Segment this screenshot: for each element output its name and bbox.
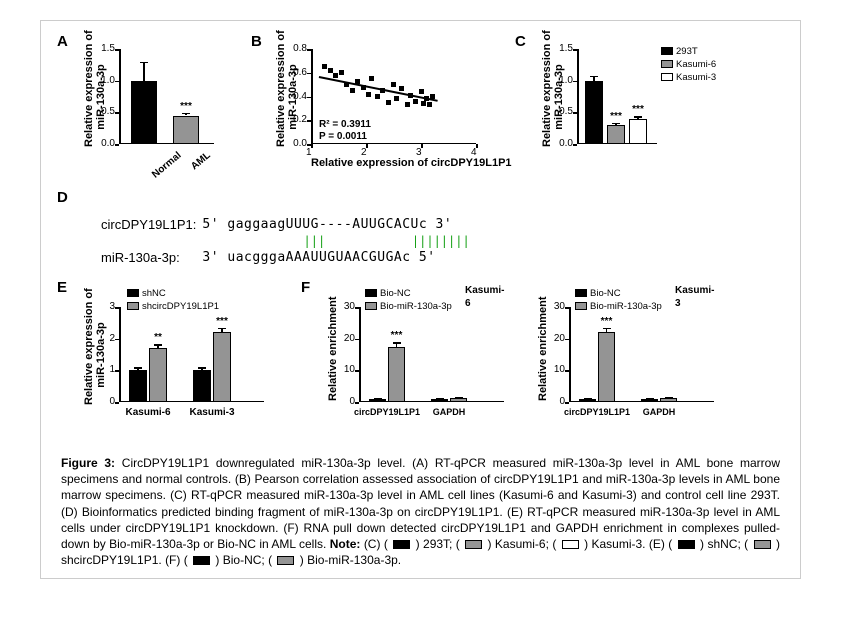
panel-e: E 0123**Kasumi-6***Kasumi-3 Relative exp…	[61, 281, 281, 441]
panel-d-label: D	[57, 189, 68, 206]
chart-f-kasumi3: 0102030***circDPY19L1P1GAPDH	[569, 307, 714, 402]
chart-a: 0.00.51.01.5Normal***AML	[119, 49, 214, 144]
chart-e: 0123**Kasumi-6***Kasumi-3	[119, 307, 264, 402]
figure-3: A 0.00.51.01.5Normal***AML Relative expr…	[40, 20, 801, 579]
chart-f-kasumi6: 0102030***circDPY19L1P1GAPDH	[359, 307, 504, 402]
seq-match: ||| ||||||||	[200, 234, 471, 248]
panel-c: C 0.00.51.01.5****** Relative expression…	[519, 35, 729, 185]
panel-d: D circDPY19L1P1: 5' gaggaagUUUG----AUUGC…	[61, 189, 780, 267]
panel-e-label: E	[57, 279, 67, 296]
chart-a-ylabel: Relative expression ofmiR-130a-3p	[83, 47, 107, 147]
seq-circ-label: circDPY19L1P1:	[99, 217, 198, 232]
legend-f-kasumi3: Bio-NCBio-miR-130a-3pKasumi-3	[575, 287, 662, 313]
chart-f0-ylabel: Relative enrichment	[327, 306, 339, 401]
chart-e-ylabel: Relative expression ofmiR-130a-3p	[83, 305, 107, 405]
sequence-alignment: circDPY19L1P1: 5' gaggaagUUUG----AUUGCAC…	[97, 215, 474, 267]
seq-mir: 3' uacgggaAAAUUGUAACGUGAc 5'	[200, 250, 471, 265]
panel-a-label: A	[57, 33, 68, 50]
panel-f-label: F	[301, 279, 310, 296]
chart-b-xlabel: Relative expression of circDPY19L1P1	[311, 157, 476, 169]
panel-b: B 0.00.20.40.60.81234R² = 0.3911P = 0.00…	[255, 35, 495, 185]
panel-f: F 0102030***circDPY19L1P1GAPDH Relative …	[305, 281, 735, 441]
legend-f-kasumi6: Bio-NCBio-miR-130a-3pKasumi-6	[365, 287, 452, 313]
chart-f1-ylabel: Relative enrichment	[537, 306, 549, 401]
legend-e: shNCshcircDPY19L1P1	[127, 287, 219, 313]
panel-a: A 0.00.51.01.5Normal***AML Relative expr…	[61, 35, 231, 185]
panel-c-label: C	[515, 33, 526, 50]
row-abc: A 0.00.51.01.5Normal***AML Relative expr…	[61, 35, 780, 185]
legend-c: 293TKasumi-6Kasumi-3	[661, 45, 716, 84]
chart-c-ylabel: Relative expression ofmiR-130a-3p	[541, 47, 565, 147]
caption-note-lead: Note:	[330, 537, 361, 551]
panel-b-label: B	[251, 33, 262, 50]
figure-caption: Figure 3: CircDPY19L1P1 downregulated mi…	[61, 455, 780, 568]
caption-lead: Figure 3:	[61, 456, 115, 470]
chart-b: 0.00.20.40.60.81234R² = 0.3911P = 0.0011	[311, 49, 476, 144]
row-ef: E 0123**Kasumi-6***Kasumi-3 Relative exp…	[61, 281, 780, 441]
chart-b-ylabel: Relative expression ofmiR-130a-3p	[275, 47, 299, 147]
chart-c: 0.00.51.01.5******	[577, 49, 657, 144]
seq-circ: 5' gaggaagUUUG----AUUGCACUc 3'	[200, 217, 471, 232]
seq-mir-label: miR-130a-3p:	[99, 250, 198, 265]
